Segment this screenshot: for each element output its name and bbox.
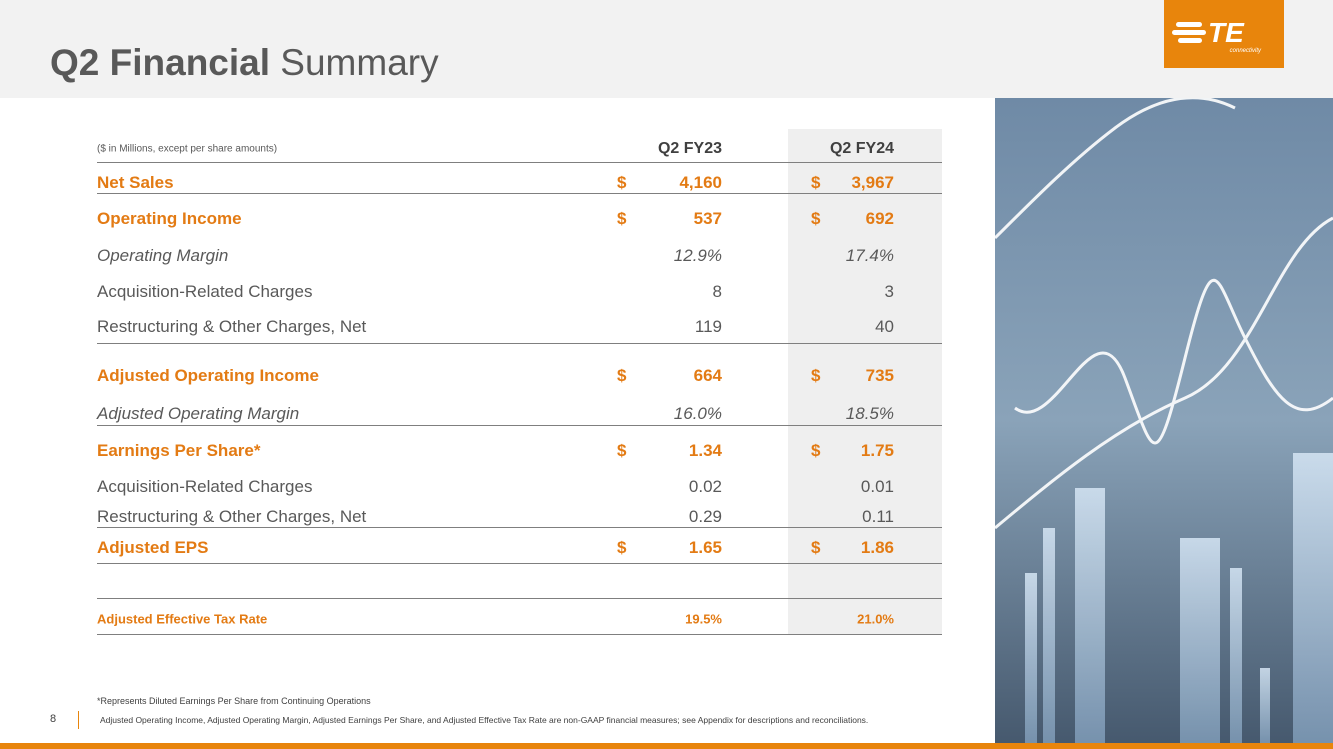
currency: $ (811, 538, 821, 557)
column-header: Q2 FY23 (657, 140, 722, 157)
bottom-bar (0, 743, 1333, 749)
value: 735 (865, 366, 894, 385)
logo: TE connectivity (1164, 0, 1284, 68)
value: 0.29 (688, 507, 722, 526)
footnote: Adjusted Operating Income, Adjusted Oper… (100, 715, 869, 725)
rule (97, 634, 942, 635)
logo-mark: TE connectivity (1172, 17, 1262, 54)
currency: $ (811, 173, 821, 192)
currency: $ (617, 441, 627, 460)
row-label: Operating Income (97, 209, 242, 228)
value: 17.4% (845, 246, 894, 265)
decorative-image (995, 98, 1333, 743)
currency: $ (617, 366, 627, 385)
slide-title: Q2 Financial Summary (50, 42, 439, 84)
value: 0.11 (862, 507, 894, 526)
title-bold: Q2 Financial (50, 42, 271, 83)
row-label: Adjusted Operating Income (97, 366, 319, 385)
currency: $ (811, 366, 821, 385)
rule (97, 425, 942, 426)
value: 0.02 (688, 477, 722, 496)
row-label: Acquisition-Related Charges (97, 282, 313, 301)
column-header: Q2 FY24 (829, 140, 894, 157)
value: 1.34 (688, 441, 722, 460)
value: 18.5% (845, 404, 894, 423)
currency: $ (617, 538, 627, 557)
value: 21.0% (857, 611, 894, 627)
rule (97, 527, 942, 528)
value: 0.01 (860, 477, 894, 496)
divider (78, 711, 79, 729)
value: 12.9% (673, 246, 722, 265)
row-label: Restructuring & Other Charges, Net (97, 507, 367, 526)
rule (97, 162, 942, 163)
logo-sub: connectivity (1230, 48, 1262, 54)
value: 16.0% (673, 404, 722, 423)
units-note: ($ in Millions, except per share amounts… (97, 143, 278, 155)
column-shade (788, 129, 942, 634)
currency: $ (617, 173, 627, 192)
value: 537 (693, 209, 722, 228)
currency: $ (811, 209, 821, 228)
rule (97, 563, 942, 564)
value: 8 (712, 282, 722, 301)
row-label: Restructuring & Other Charges, Net (97, 317, 367, 336)
value: 692 (865, 209, 894, 228)
page-number: 8 (50, 713, 57, 725)
row-label: Adjusted Operating Margin (97, 404, 300, 423)
row-label: Net Sales (97, 173, 174, 192)
value: 1.75 (860, 441, 894, 460)
title-rest: Summary (280, 42, 439, 83)
value: 3,967 (851, 173, 894, 192)
value: 3 (884, 282, 894, 301)
row-label: Operating Margin (97, 246, 229, 265)
value: 19.5% (685, 611, 722, 627)
value: 4,160 (679, 173, 722, 192)
rule (97, 193, 942, 194)
row-label: Adjusted EPS (97, 538, 209, 557)
currency: $ (617, 209, 627, 228)
value: 1.86 (860, 538, 894, 557)
value: 664 (693, 366, 722, 385)
rule (97, 343, 942, 344)
row-label: Earnings Per Share* (97, 441, 261, 460)
value: 119 (694, 317, 722, 336)
row-label: Acquisition-Related Charges (97, 477, 313, 496)
header-band (0, 0, 1333, 98)
row-label: Adjusted Effective Tax Rate (97, 611, 268, 627)
logo-text: TE (1208, 17, 1245, 48)
value: 1.65 (688, 538, 722, 557)
footnote: *Represents Diluted Earnings Per Share f… (97, 696, 371, 706)
currency: $ (811, 441, 821, 460)
value: 40 (875, 317, 894, 336)
rule (97, 598, 942, 599)
